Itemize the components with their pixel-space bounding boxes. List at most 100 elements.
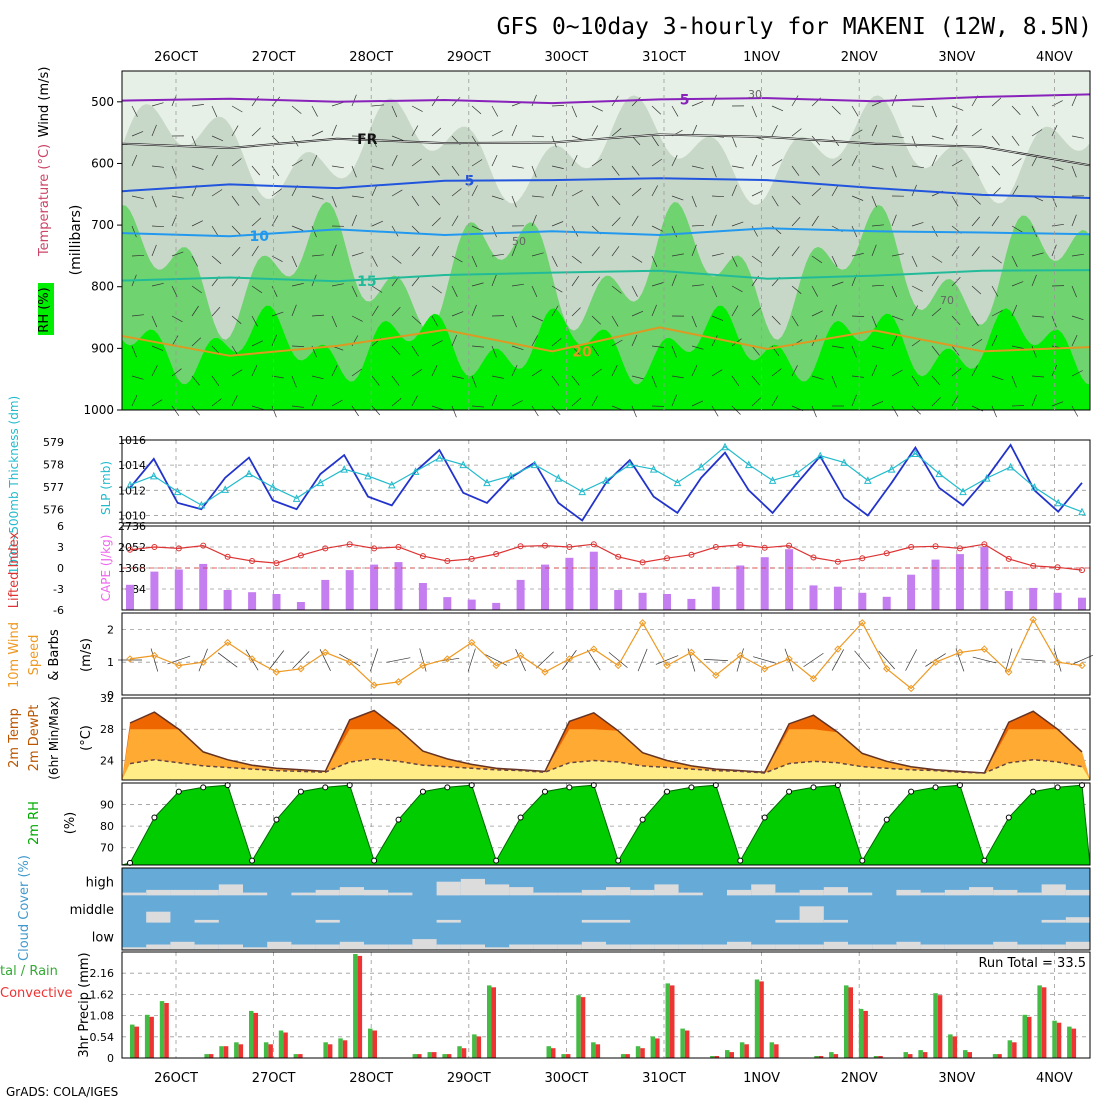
wind-barb [611, 165, 620, 176]
cloud-bar [533, 944, 558, 950]
wind-barb [991, 215, 1000, 227]
precip-total-bar [725, 1050, 730, 1058]
wind-barb [791, 246, 800, 257]
cloud-bar [1041, 884, 1066, 896]
slp-tick-label: 1014 [118, 459, 146, 472]
wind-barb [351, 315, 363, 322]
wind-barb [311, 375, 324, 380]
wind-barb [191, 135, 197, 148]
precip-conv-bar [937, 995, 943, 1058]
wind-barb [851, 195, 864, 201]
wind-barb [631, 285, 638, 297]
wind-barb [151, 225, 165, 228]
wind-barb [611, 285, 622, 294]
wind-barb [711, 252, 724, 257]
lifted-index-marker [786, 542, 793, 549]
precip-conv-bar [922, 1052, 928, 1058]
cape-bar [248, 592, 257, 610]
thickness-marker [935, 469, 944, 478]
rh-marker [810, 784, 817, 791]
wind-barb [611, 127, 622, 137]
wind-barb [411, 125, 419, 137]
y-tick-label: 500 [91, 95, 114, 109]
wind-barb [691, 284, 704, 287]
wind-barb [651, 185, 659, 197]
lifted-index-marker [1054, 564, 1061, 571]
cape-bar [199, 563, 208, 610]
cloud-bar [944, 889, 969, 896]
wind-barb [851, 253, 864, 257]
precip-total-bar [1052, 1020, 1057, 1058]
wind-barb [391, 189, 403, 197]
wind-barb [1071, 94, 1078, 107]
wind-barb [491, 105, 499, 117]
wind-barb [531, 252, 544, 257]
wind-barb [651, 158, 663, 167]
wind-barb [731, 221, 744, 227]
wind-barb [251, 245, 259, 257]
wind-barb [431, 365, 438, 377]
thickness-marker [1030, 482, 1039, 491]
isotherm-line-inner [121, 134, 1091, 166]
precip-total-bar [353, 954, 358, 1058]
wind-barb [951, 345, 960, 356]
wind-barb [651, 405, 665, 407]
wind-barb [831, 185, 839, 197]
wind-speed-marker [663, 661, 671, 670]
cloud-bar [436, 919, 461, 923]
wind-barb [291, 135, 299, 147]
precip-conv-bar [417, 1054, 422, 1058]
precip-total-bar [635, 1046, 641, 1058]
wind-barb [431, 245, 440, 257]
cloud-bar [218, 884, 243, 896]
wind-barb [851, 375, 864, 378]
wind-barb [245, 649, 259, 671]
wind-barb [891, 315, 904, 321]
thickness-marker [625, 460, 634, 469]
wind-barb [131, 195, 144, 200]
wind-barb [551, 184, 558, 197]
wind-barb [331, 195, 337, 208]
wind-barb [391, 345, 401, 356]
lifted-index-marker [517, 543, 524, 550]
wind-barb [811, 375, 824, 380]
cape-ylabel: CAPE (J/kg) [99, 535, 113, 602]
wind-barb [711, 165, 717, 178]
upper-panel-frame [121, 70, 1091, 411]
wind-barb [331, 124, 337, 137]
wind-barb [251, 285, 263, 294]
wind-barb [811, 310, 823, 317]
wind-speed-marker [638, 619, 647, 627]
precip-total-bar [144, 1014, 150, 1058]
wind-barb [491, 253, 504, 257]
wind-barb [291, 255, 298, 268]
wind-barb [611, 246, 620, 257]
y-tick-label: 700 [91, 218, 114, 232]
wind-barb [931, 375, 941, 386]
rh-marker [615, 857, 622, 864]
precip-total-bar [710, 1056, 715, 1058]
wind-barb [831, 255, 838, 267]
wind-ylabel-b: Speed [27, 635, 42, 676]
slp-tick-label: 1010 [118, 509, 146, 522]
cloud-bar [969, 887, 994, 896]
cloud-bar [872, 944, 897, 950]
wind-barb [251, 340, 263, 347]
wind-speed-marker [223, 638, 232, 647]
thickness-tick-label: 576 [43, 504, 64, 517]
wind-barb [391, 225, 399, 237]
li-tick-label: -3 [53, 583, 64, 596]
wind-barb [611, 339, 623, 347]
wind-barb [571, 375, 580, 386]
precip-total-bar [948, 1034, 953, 1058]
li-ylabel: Lifted Index [7, 531, 22, 608]
rh-marker [908, 788, 915, 795]
cloud-bar [799, 889, 824, 896]
wind-panel-frame [121, 612, 1091, 696]
cape-bar [736, 565, 745, 610]
wind-barb [351, 405, 359, 417]
wind-barb [831, 105, 841, 115]
wind-barb [1031, 252, 1044, 257]
wind-barb [972, 656, 997, 664]
cloud-bar [194, 919, 219, 923]
